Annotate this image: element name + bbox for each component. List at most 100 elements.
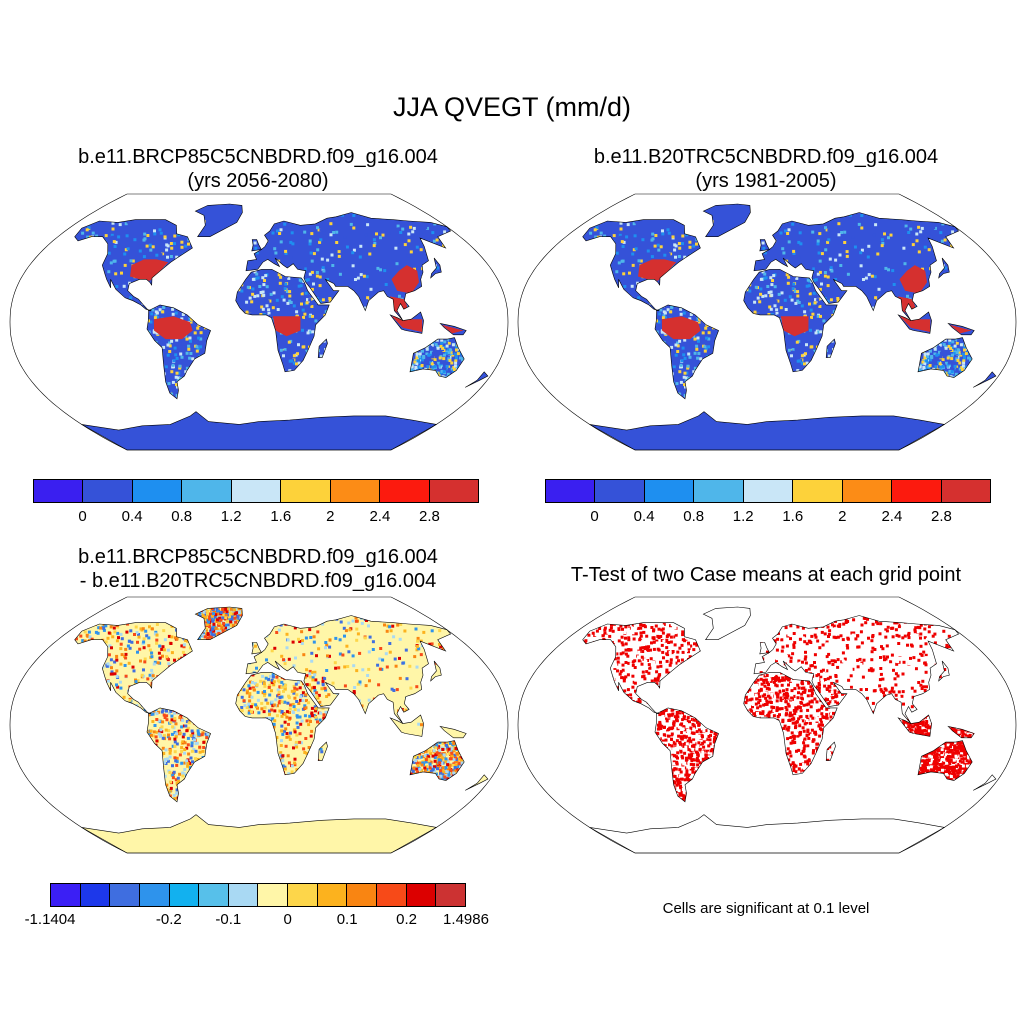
grid-cell	[295, 700, 299, 703]
coastline-uk	[251, 239, 262, 252]
grid-cell	[115, 656, 118, 660]
grid-cell	[820, 282, 823, 286]
grid-cell	[415, 245, 419, 249]
grid-cell	[703, 345, 707, 349]
grid-cell	[460, 758, 464, 762]
grid-cell	[325, 669, 329, 672]
grid-cell	[412, 760, 416, 764]
grid-cell	[292, 361, 296, 365]
grid-cell	[169, 255, 173, 258]
grid-cell	[964, 352, 968, 356]
grid-cell	[294, 743, 298, 747]
grid-cell	[306, 266, 310, 270]
grid-cell	[284, 744, 288, 748]
grid-cell	[348, 628, 352, 632]
grid-cell	[442, 357, 446, 361]
grid-cell	[290, 764, 294, 768]
grid-cell	[347, 650, 351, 654]
grid-cell	[122, 695, 126, 699]
grid-cell	[937, 353, 941, 356]
grid-cell	[319, 238, 323, 242]
grid-cell	[395, 262, 399, 266]
grid-cell	[295, 362, 298, 366]
grid-cell	[619, 221, 623, 225]
grid-cell	[180, 746, 184, 750]
grid-cell	[250, 710, 253, 714]
grid-cell	[768, 305, 772, 309]
grid-cell	[446, 768, 450, 772]
grid-cell	[268, 709, 271, 713]
grid-cell	[133, 633, 136, 636]
grid-cell	[307, 723, 311, 727]
grid-cell	[428, 642, 432, 646]
grid-cell	[804, 352, 807, 356]
grid-cell	[283, 700, 287, 704]
grid-cell	[180, 725, 184, 729]
grid-cell	[104, 624, 108, 628]
grid-cell	[171, 773, 175, 777]
grid-cell	[95, 229, 99, 233]
grid-cell	[704, 347, 708, 351]
grid-cell	[175, 788, 179, 792]
grid-cell	[321, 298, 325, 302]
grid-cell	[761, 310, 765, 313]
grid-cell	[116, 625, 120, 629]
grid-cell	[386, 288, 390, 292]
map-frame	[9, 193, 509, 451]
grid-cell	[445, 770, 449, 774]
grid-cell	[383, 269, 387, 273]
grid-cell	[315, 691, 319, 695]
grid-cell	[186, 639, 190, 643]
grid-cell	[182, 643, 186, 647]
grid-cell	[256, 280, 260, 284]
grid-cell	[151, 712, 155, 716]
grid-cell	[75, 637, 78, 641]
grid-cell	[403, 629, 407, 633]
grid-cell	[189, 756, 193, 760]
grid-cell	[941, 358, 945, 362]
grid-cell	[776, 314, 780, 318]
grid-cell	[173, 636, 177, 640]
grid-cell	[175, 763, 179, 767]
grid-cell	[159, 231, 163, 235]
grid-cell	[440, 369, 444, 373]
grid-cell	[431, 231, 435, 235]
grid-cell	[958, 361, 962, 365]
grid-cell	[263, 694, 266, 698]
grid-cell	[887, 268, 890, 272]
grid-cell	[417, 755, 421, 758]
grid-cell	[276, 688, 280, 692]
grid-cell	[777, 292, 781, 296]
grid-cell	[97, 626, 101, 630]
land-new-zealand	[465, 371, 488, 388]
grid-cell	[164, 365, 168, 369]
grid-cell	[444, 752, 448, 756]
grid-cell	[615, 270, 619, 274]
grid-cell	[109, 672, 113, 676]
grid-cell	[453, 364, 457, 368]
grid-cell	[307, 683, 311, 687]
grid-cell	[819, 330, 823, 334]
grid-cell	[176, 776, 180, 780]
map-panel-difference	[9, 596, 509, 854]
grid-cell	[431, 351, 435, 355]
grid-cell	[279, 751, 283, 755]
grid-cell	[163, 734, 166, 738]
grid-cell	[646, 249, 650, 253]
grid-cell	[807, 284, 811, 288]
grid-cell	[793, 290, 797, 293]
grid-cell	[352, 214, 356, 217]
grid-cell	[679, 380, 683, 384]
grid-cell	[295, 740, 298, 744]
grid-cell	[957, 348, 961, 352]
grid-cell	[309, 720, 312, 723]
grid-cell	[836, 298, 840, 302]
grid-cell	[343, 684, 347, 688]
grid-cell	[447, 773, 451, 777]
grid-cell	[651, 232, 655, 236]
grid-cell	[355, 669, 359, 673]
grid-cell	[631, 252, 635, 256]
grid-cell	[682, 311, 686, 315]
grid-cell	[129, 259, 133, 263]
land-eurasia	[246, 615, 451, 724]
